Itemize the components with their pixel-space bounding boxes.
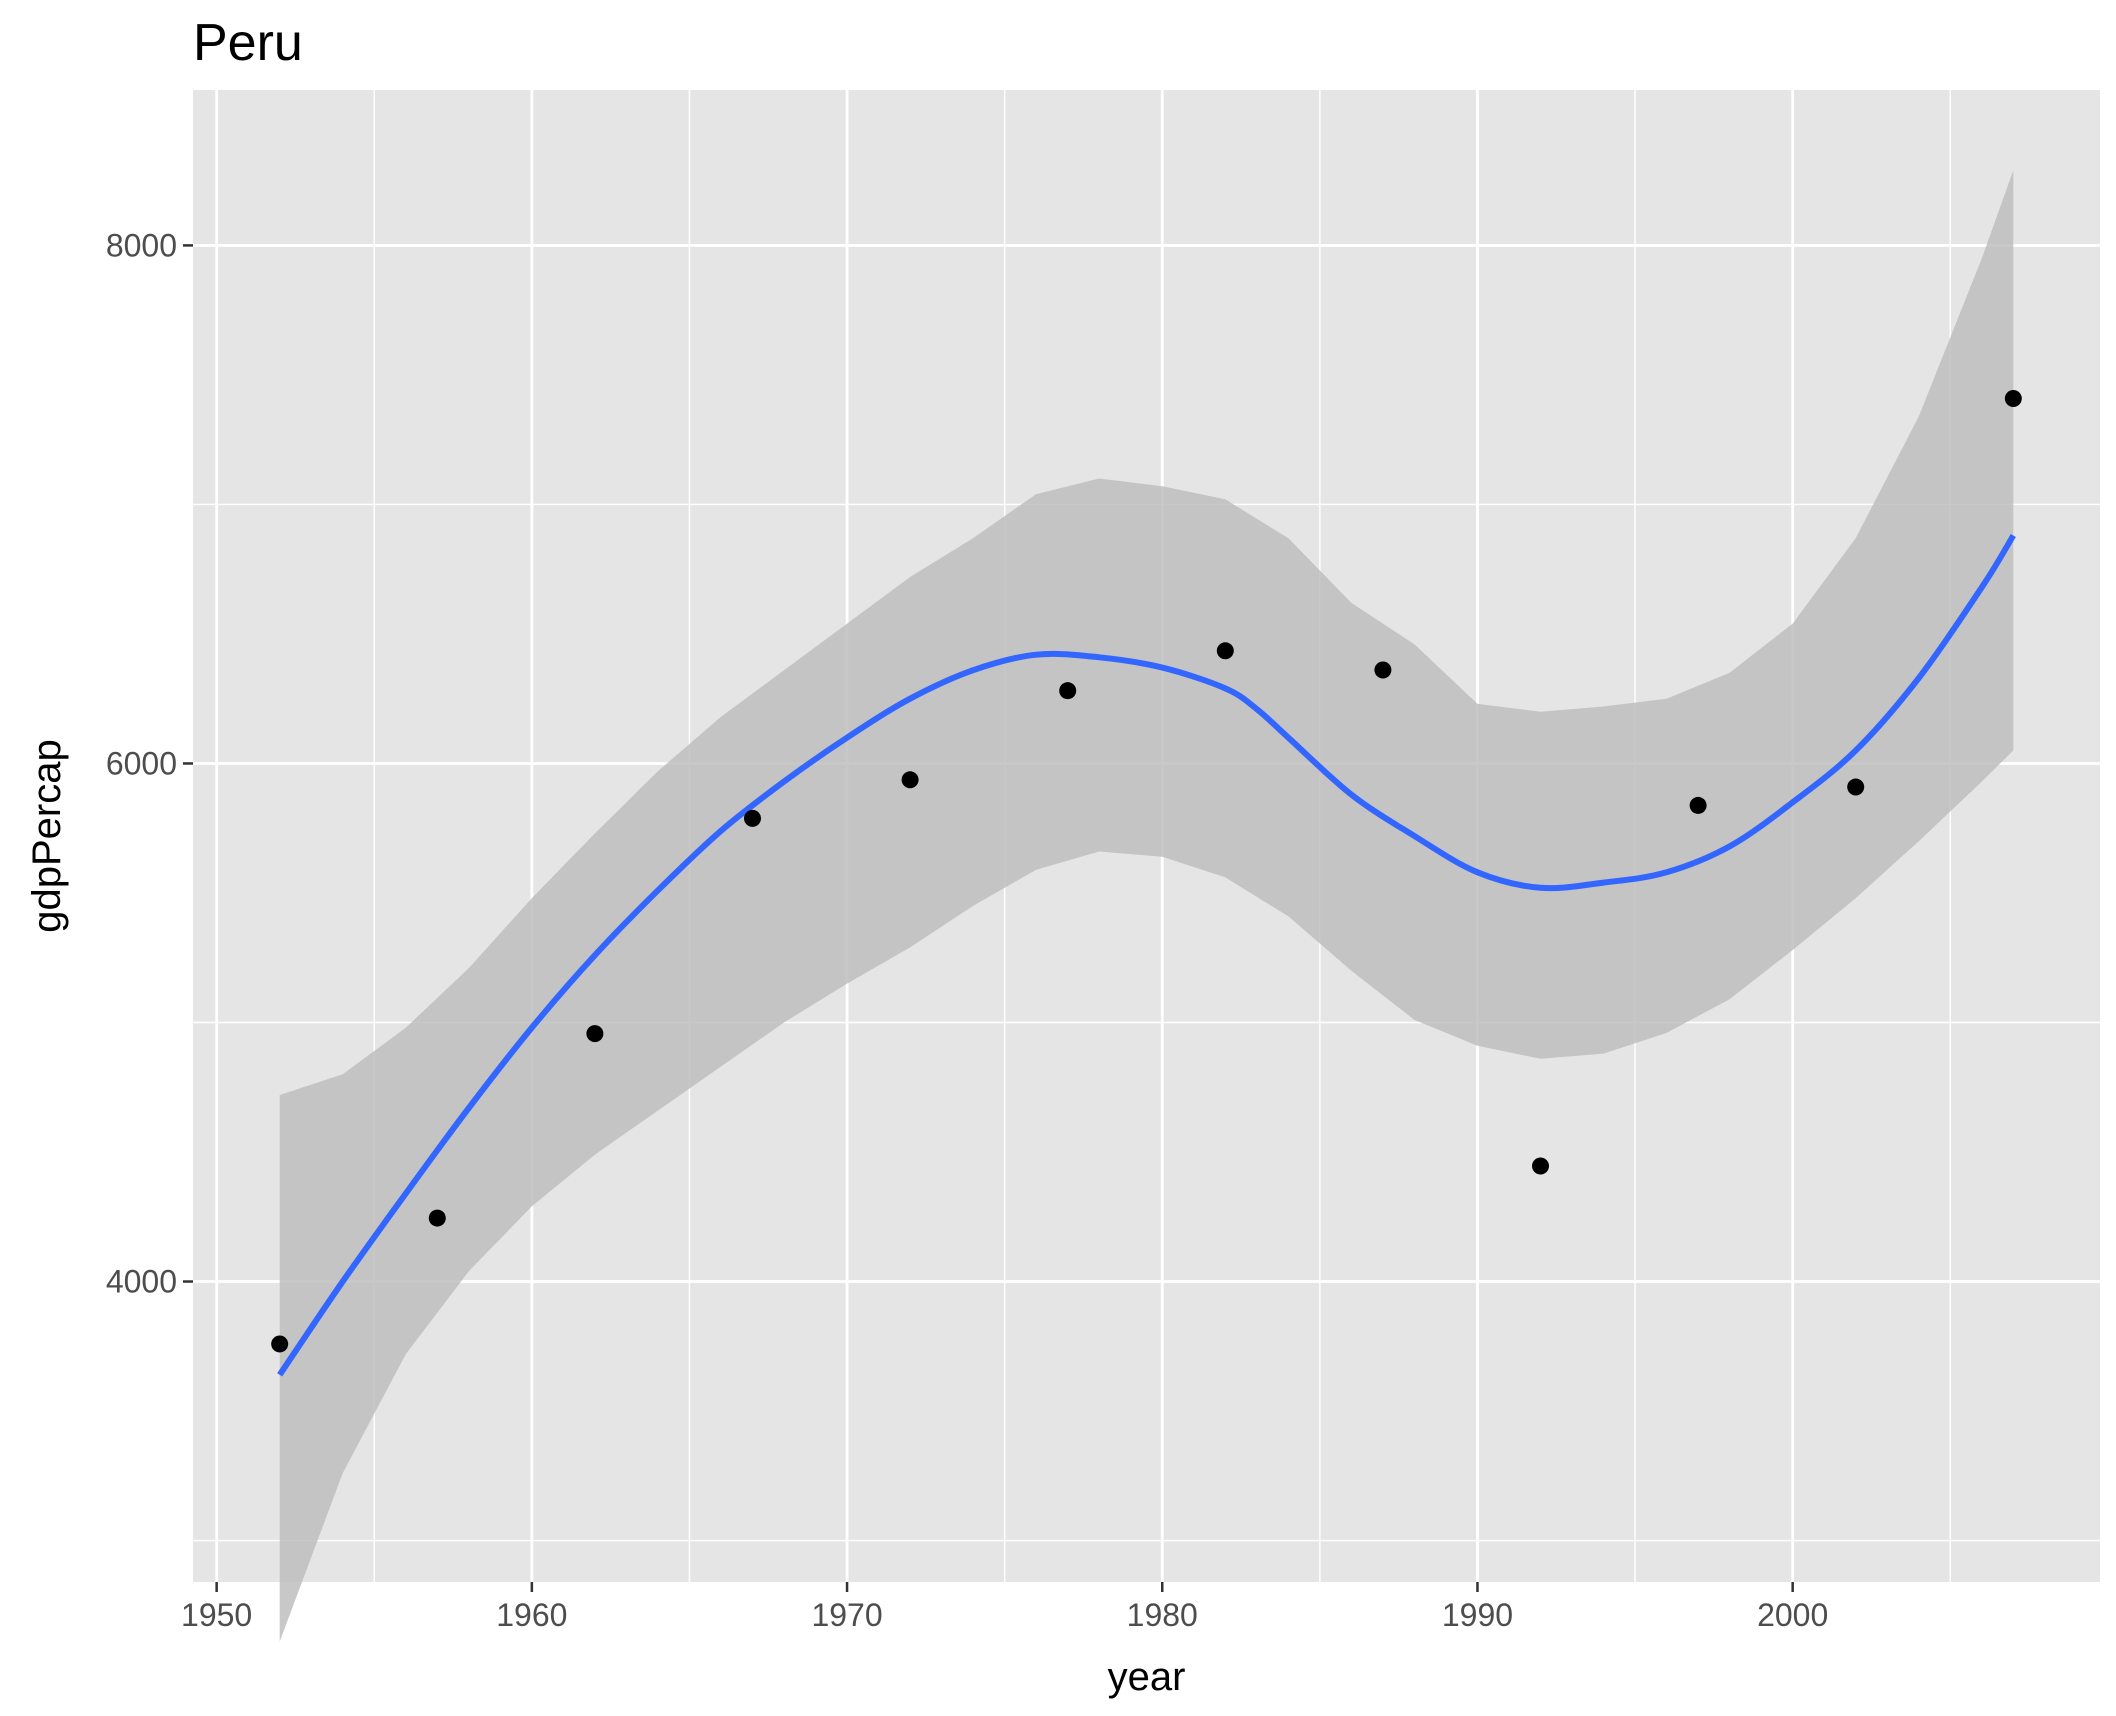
data-point [743,809,761,827]
y-tick-label: 4000 [106,1264,177,1300]
confidence-band [279,170,2014,1642]
data-point [1847,778,1865,796]
smooth-line [277,533,2016,1377]
x-tick-label: 1950 [181,1597,252,1633]
data-points [271,390,2022,1353]
data-point [901,771,919,789]
x-tick-label: 1980 [1127,1597,1198,1633]
chart-title: Peru [193,14,303,72]
y-tick-label: 6000 [106,745,177,781]
x-tick-label: 1990 [1442,1597,1513,1633]
data-point [271,1335,289,1353]
x-tick-label: 1960 [496,1597,567,1633]
data-point [1532,1157,1550,1175]
x-tick-label: 2000 [1757,1597,1828,1633]
data-point [2004,390,2022,408]
x-axis: 1950 1960 1970 1980 1990 2000 [181,1582,1828,1633]
x-axis-title: year [1108,1655,1186,1699]
data-point [586,1025,604,1043]
data-point [1374,661,1392,679]
y-tick-label: 8000 [106,227,177,263]
y-axis-title: gdpPercap [25,739,69,932]
data-point [428,1209,446,1227]
data-point [1059,682,1077,700]
y-axis: 4000 6000 8000 [106,227,193,1300]
x-tick-label: 1970 [811,1597,882,1633]
data-point [1216,642,1234,660]
data-point [1689,796,1707,814]
